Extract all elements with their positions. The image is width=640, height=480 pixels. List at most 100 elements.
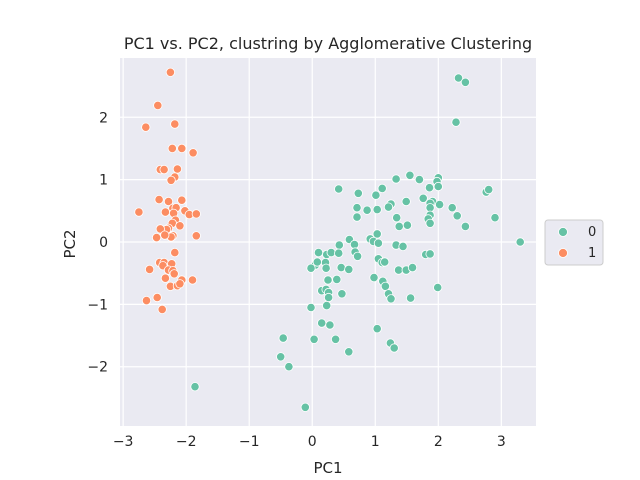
data-point-cluster-0 [336, 262, 346, 273]
data-point-cluster-0 [460, 77, 470, 87]
data-point-cluster-0 [352, 251, 363, 261]
data-point-cluster-0 [321, 263, 331, 273]
data-point-cluster-0 [369, 272, 379, 283]
data-point-cluster-1 [157, 304, 167, 314]
data-point-cluster-0 [373, 238, 383, 248]
data-point-cluster-0 [484, 185, 494, 195]
data-point-cluster-0 [392, 213, 402, 223]
data-point-cluster-1 [155, 224, 165, 234]
x-tick-label: −3 [113, 434, 134, 450]
data-point-cluster-0 [337, 289, 347, 299]
data-point-cluster-1 [160, 207, 170, 217]
y-tick-label: 0 [99, 235, 108, 251]
x-tick-label: 3 [497, 434, 506, 450]
data-point-cluster-0 [284, 362, 294, 372]
legend-label-0: 0 [588, 225, 596, 240]
data-point-cluster-0 [405, 170, 415, 180]
data-point-cluster-0 [306, 263, 316, 273]
data-point-cluster-1 [187, 275, 198, 285]
data-point-cluster-0 [300, 402, 310, 412]
data-point-cluster-0 [451, 117, 461, 127]
data-point-cluster-1 [141, 122, 151, 132]
data-point-cluster-0 [460, 221, 470, 231]
data-point-cluster-0 [402, 220, 412, 230]
data-point-cluster-0 [398, 241, 408, 251]
y-tick-label: −1 [87, 297, 108, 313]
data-point-cluster-0 [453, 73, 464, 83]
data-point-cluster-0 [389, 343, 399, 353]
data-point-cluster-0 [393, 265, 404, 275]
data-point-cluster-1 [177, 195, 187, 205]
x-tick-label: 0 [308, 434, 317, 450]
data-point-cluster-0 [433, 181, 443, 192]
data-point-cluster-0 [424, 183, 435, 193]
data-point-cluster-0 [515, 237, 525, 247]
data-point-cluster-0 [344, 347, 354, 357]
data-point-cluster-0 [312, 257, 322, 267]
data-point-cluster-1 [160, 230, 170, 240]
y-axis-label: PC2 [61, 229, 79, 258]
x-axis-label: PC1 [313, 459, 342, 477]
data-point-cluster-0 [352, 203, 362, 213]
data-point-cluster-0 [330, 334, 341, 344]
data-point-cluster-1 [166, 175, 176, 185]
legend: 0 1 [544, 219, 604, 266]
data-point-cluster-0 [401, 196, 411, 207]
data-point-cluster-0 [372, 324, 382, 334]
legend-marker-0 [558, 227, 568, 237]
data-point-cluster-0 [344, 264, 354, 274]
data-point-cluster-0 [425, 218, 435, 228]
data-point-cluster-1 [191, 231, 201, 241]
data-point-cluster-0 [433, 282, 443, 293]
data-point-cluster-0 [425, 249, 435, 259]
data-point-cluster-1 [145, 264, 155, 274]
data-point-cluster-0 [317, 318, 327, 328]
data-point-cluster-0 [334, 184, 344, 194]
x-tick-labels: −3 −2 −1 0 1 2 3 [113, 434, 506, 450]
data-point-cluster-1 [191, 209, 201, 219]
data-point-cluster-0 [190, 382, 200, 392]
data-point-cluster-0 [325, 320, 335, 330]
data-point-cluster-0 [418, 193, 428, 203]
data-point-cluster-0 [276, 352, 286, 362]
x-tick-label: −2 [176, 434, 197, 450]
data-points [134, 67, 525, 412]
data-point-cluster-1 [165, 67, 175, 77]
data-point-cluster-1 [152, 233, 162, 243]
data-point-cluster-0 [278, 333, 288, 343]
y-tick-labels: −2 −1 0 1 2 [87, 110, 108, 375]
data-point-cluster-0 [334, 240, 344, 250]
data-point-cluster-1 [175, 279, 185, 289]
grid-lines [120, 58, 536, 426]
data-point-cluster-1 [167, 143, 177, 153]
chart-title: PC1 vs. PC2, clustring by Agglomerative … [124, 34, 532, 53]
data-point-cluster-1 [163, 196, 174, 207]
data-point-cluster-0 [372, 229, 382, 239]
data-point-cluster-0 [309, 334, 319, 344]
data-point-cluster-0 [372, 205, 382, 215]
data-point-cluster-0 [383, 202, 394, 212]
data-point-cluster-0 [377, 183, 387, 193]
data-point-cluster-0 [434, 200, 445, 210]
y-tick-label: 2 [99, 110, 108, 126]
data-point-cluster-0 [362, 205, 372, 215]
data-point-cluster-1 [170, 248, 180, 258]
data-point-cluster-0 [332, 274, 342, 284]
data-point-cluster-1 [152, 292, 162, 303]
data-point-cluster-1 [172, 164, 182, 174]
data-point-cluster-0 [322, 300, 332, 311]
data-point-cluster-0 [447, 203, 457, 213]
legend-label-1: 1 [588, 246, 596, 261]
data-point-cluster-1 [188, 148, 198, 158]
data-point-cluster-1 [153, 100, 163, 111]
data-point-cluster-0 [313, 248, 324, 258]
legend-marker-1 [558, 248, 568, 258]
data-point-cluster-1 [141, 295, 152, 306]
data-point-cluster-0 [371, 190, 381, 200]
data-point-cluster-1 [159, 165, 169, 175]
data-point-cluster-0 [414, 175, 424, 185]
data-point-cluster-0 [334, 248, 344, 258]
data-point-cluster-1 [169, 269, 179, 279]
y-tick-label: −2 [87, 360, 108, 376]
